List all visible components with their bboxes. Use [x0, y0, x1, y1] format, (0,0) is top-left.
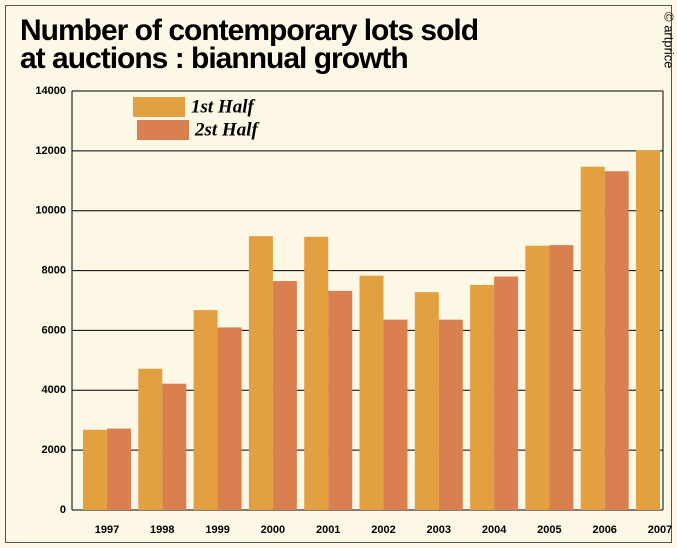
chart-title: Number of contemporary lots sold	[20, 14, 478, 47]
x-tick-label: 2003	[427, 524, 451, 536]
y-tick-label: 6000	[42, 324, 66, 336]
bar	[580, 166, 605, 510]
y-tick-label: 0	[60, 504, 66, 516]
bar	[304, 236, 329, 510]
bar	[438, 319, 463, 510]
x-tick-label: 2002	[371, 524, 395, 536]
frame	[5, 5, 672, 543]
bar	[414, 292, 439, 510]
bar	[604, 171, 629, 511]
bar	[549, 245, 574, 510]
bar	[248, 236, 273, 510]
x-tick-label: 2000	[261, 524, 285, 536]
x-tick-label: 2004	[482, 524, 507, 536]
legend-swatch	[137, 120, 189, 140]
bar	[328, 290, 353, 510]
legend-label: 2st Half	[194, 119, 259, 140]
legend-label: 1st Half	[191, 96, 255, 117]
x-tick-label: 2006	[592, 524, 616, 536]
bar	[272, 281, 297, 510]
chart-title: at auctions : biannual growth	[20, 42, 408, 75]
bar	[636, 150, 660, 510]
bar	[162, 383, 187, 510]
bar	[494, 276, 519, 510]
y-tick-label: 2000	[42, 444, 66, 456]
x-tick-label: 1998	[150, 524, 174, 536]
bar	[107, 428, 131, 510]
y-tick-label: 10000	[35, 205, 66, 217]
x-tick-label: 2001	[316, 524, 340, 536]
bar	[83, 429, 107, 510]
x-tick-label: 1999	[205, 524, 229, 536]
y-tick-label: 12000	[35, 145, 66, 157]
y-tick-label: 14000	[35, 85, 66, 97]
x-tick-label: 2007	[648, 524, 672, 536]
bar	[383, 319, 408, 510]
bar	[470, 284, 495, 510]
credit: © artprice	[662, 12, 677, 69]
bar	[193, 310, 218, 510]
bar	[138, 368, 163, 510]
y-tick-label: 8000	[42, 264, 66, 276]
bar	[359, 275, 384, 510]
bar	[217, 327, 242, 510]
legend-swatch	[133, 97, 185, 117]
x-tick-label: 2005	[537, 524, 561, 536]
y-tick-label: 4000	[42, 384, 66, 396]
bar	[525, 245, 550, 510]
x-tick-label: 1997	[95, 524, 119, 536]
